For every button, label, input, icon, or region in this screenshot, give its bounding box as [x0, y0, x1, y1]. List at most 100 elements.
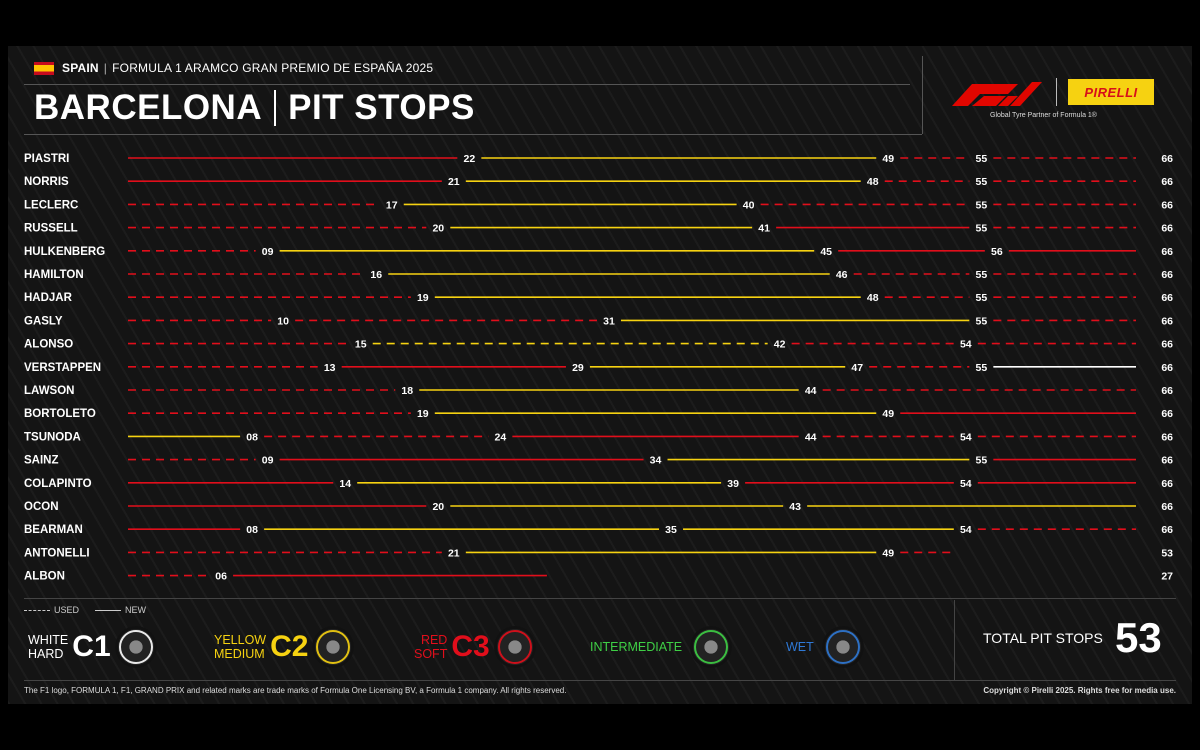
- pit-lap-label: 54: [960, 478, 972, 490]
- pit-lap-label: 08: [246, 431, 258, 443]
- pit-lap-label: 13: [324, 362, 336, 374]
- finish-lap-label: 66: [1161, 315, 1173, 327]
- pit-lap-label: 42: [774, 339, 786, 351]
- finish-lap-label: 66: [1161, 501, 1173, 513]
- pit-lap-label: 16: [370, 269, 382, 281]
- pit-lap-label: 09: [262, 455, 274, 467]
- event-name: FORMULA 1 ARAMCO GRAN PREMIO DE ESPAÑA 2…: [112, 61, 434, 75]
- header-rule: [24, 84, 910, 85]
- driver-name: RUSSELL: [24, 223, 78, 235]
- pit-lap-label: 49: [882, 408, 894, 420]
- driver-name: OCON: [24, 501, 59, 513]
- pit-lap-label: 39: [727, 478, 739, 490]
- pit-lap-label: 55: [975, 176, 987, 188]
- medium-tyre-icon: [312, 626, 355, 668]
- c2-code: C2: [270, 630, 309, 663]
- pit-lap-label: 24: [495, 431, 507, 443]
- driver-row: TSUNODA 08 24 44 54 66: [24, 431, 1173, 443]
- page-title: BARCELONA PIT STOPS: [34, 88, 475, 128]
- finish-lap-label: 66: [1161, 385, 1173, 397]
- pit-lap-label: 20: [432, 501, 444, 513]
- driver-name: LAWSON: [24, 385, 74, 397]
- c3-code: C3: [451, 630, 490, 663]
- driver-name: SAINZ: [24, 455, 59, 467]
- c1-color-name: WHITE: [28, 633, 69, 647]
- driver-name: PIASTRI: [24, 153, 69, 165]
- driver-row: BORTOLETO 19 49 66: [24, 408, 1173, 420]
- finish-lap-label: 66: [1161, 431, 1173, 443]
- pit-lap-label: 29: [572, 362, 584, 374]
- f1-logo-icon: [952, 82, 1042, 106]
- c1-code: C1: [72, 630, 111, 663]
- pit-lap-label: 45: [820, 246, 832, 258]
- driver-name: HAMILTON: [24, 269, 84, 281]
- finish-lap-label: 66: [1161, 362, 1173, 374]
- pit-lap-label: 22: [463, 153, 475, 165]
- driver-row: ANTONELLI 21 49 53: [24, 547, 1173, 559]
- pit-lap-label: 55: [975, 269, 987, 281]
- finish-lap-label: 66: [1161, 223, 1173, 235]
- finish-lap-label: 66: [1161, 199, 1173, 211]
- pit-lap-label: 55: [975, 153, 987, 165]
- driver-name: HULKENBERG: [24, 246, 105, 258]
- pit-lap-label: 54: [960, 524, 972, 536]
- driver-name: ALONSO: [24, 339, 73, 351]
- legend-top-rule: [24, 598, 1176, 599]
- logo-divider: [1056, 78, 1057, 106]
- pit-lap-label: 54: [960, 431, 972, 443]
- driver-row: ALBON 06 27: [24, 571, 1173, 583]
- pirelli-logo: PIRELLI: [1068, 79, 1154, 105]
- pit-lap-label: 49: [882, 153, 894, 165]
- pit-lap-label: 55: [975, 292, 987, 304]
- finish-lap-label: 66: [1161, 455, 1173, 467]
- pit-lap-label: 17: [386, 199, 398, 211]
- pit-lap-label: 19: [417, 292, 429, 304]
- driver-name: BEARMAN: [24, 524, 83, 536]
- driver-name: BORTOLETO: [24, 408, 96, 420]
- intermediate-tyre-icon: [690, 626, 733, 668]
- pit-lap-label: 55: [975, 455, 987, 467]
- pit-lap-label: 48: [867, 292, 879, 304]
- legend-c1: WHITE HARD C1: [28, 626, 157, 668]
- finish-lap-label: 53: [1161, 547, 1173, 559]
- c2-compound: MEDIUM: [214, 647, 265, 661]
- driver-name: HADJAR: [24, 292, 73, 304]
- pit-lap-label: 44: [805, 431, 817, 443]
- pit-lap-label: 54: [960, 339, 972, 351]
- pit-lap-label: 48: [867, 176, 879, 188]
- driver-row: HADJAR 19 48 55 66: [24, 292, 1173, 304]
- driver-name: ANTONELLI: [24, 547, 90, 559]
- driver-row: SAINZ 09 34 55 66: [24, 455, 1173, 467]
- driver-row: ALONSO 15 42 54 66: [24, 339, 1173, 351]
- legend-wet: WET: [786, 626, 864, 668]
- footer-rule: [24, 680, 1176, 681]
- header-bottom-rule: [24, 134, 922, 135]
- driver-row: GASLY 10 31 55 66: [24, 315, 1173, 327]
- finish-lap-label: 66: [1161, 153, 1173, 165]
- finish-lap-label: 66: [1161, 269, 1173, 281]
- pit-lap-label: 20: [432, 223, 444, 235]
- finish-lap-label: 66: [1161, 408, 1173, 420]
- legend-c2: YELLOW MEDIUM C2: [214, 626, 355, 668]
- country-label: SPAIN: [62, 61, 99, 75]
- driver-name: GASLY: [24, 315, 63, 327]
- total-pit-stops-box: TOTAL PIT STOPS 53: [954, 600, 1185, 680]
- driver-row: HAMILTON 16 46 55 66: [24, 269, 1173, 281]
- total-pit-stops-label: TOTAL PIT STOPS: [983, 630, 1103, 646]
- driver-row: LECLERC 17 40 55 66: [24, 199, 1173, 211]
- pit-lap-label: 06: [215, 571, 227, 583]
- logo-block: PIRELLI Global Tyre Partner of Formula 1…: [946, 76, 1156, 126]
- driver-name: VERSTAPPEN: [24, 362, 101, 374]
- pit-lap-label: 34: [650, 455, 662, 467]
- pit-lap-label: 46: [836, 269, 848, 281]
- c3-compound: SOFT: [414, 647, 448, 661]
- separator: |: [103, 61, 108, 75]
- driver-name: LECLERC: [24, 199, 78, 211]
- partner-tagline: Global Tyre Partner of Formula 1®: [990, 112, 1097, 119]
- pit-lap-label: 18: [401, 385, 413, 397]
- driver-name: TSUNODA: [24, 431, 81, 443]
- pit-lap-label: 40: [743, 199, 755, 211]
- hard-tyre-icon: [114, 626, 157, 668]
- soft-tyre-icon: [493, 626, 536, 668]
- pit-lap-label: 47: [851, 362, 863, 374]
